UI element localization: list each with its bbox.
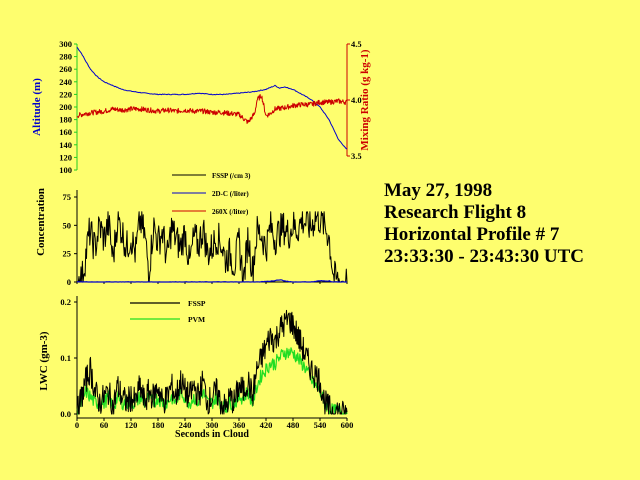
pvm-lwc-line [76, 347, 348, 415]
mixing-ratio-line [76, 94, 348, 124]
flight-info: May 27, 1998 Research Flight 8 Horizonta… [384, 180, 584, 268]
conc-axis-title: Concentration [35, 188, 47, 256]
lwc-x-tick-label: 120 [125, 420, 138, 430]
profile-label: Horizontal Profile # 7 [384, 224, 560, 245]
lwc-axis-title: LWC (gm-3) [38, 331, 50, 391]
time-range: 23:33:30 - 23:43:30 UTC [384, 246, 585, 267]
lwc-x-tick-label: 60 [100, 420, 109, 430]
lwc-legend-label: FSSP [188, 299, 206, 308]
mix-tick-label: 4.0 [351, 95, 362, 105]
altitude-line [76, 46, 348, 150]
lwc-legend-label: PVM [188, 315, 205, 324]
conc-tick-label: 75 [63, 192, 72, 202]
alt-tick-label: 280 [59, 52, 72, 62]
fssp-lwc-line [76, 309, 348, 415]
lwc-x-tick-label: 0 [75, 420, 79, 430]
alt-tick-label: 100 [59, 165, 72, 175]
conc-tick-label: 25 [63, 249, 72, 259]
flight-date: May 27, 1998 [384, 180, 493, 201]
lwc-tick-label: 0.2 [60, 297, 71, 307]
lwc-tick-label: 0.0 [60, 409, 71, 419]
alt-tick-label: 120 [59, 152, 72, 162]
lwc-x-tick-label: 300 [206, 420, 219, 430]
alt-tick-label: 240 [59, 77, 72, 87]
flight-name: Research Flight 8 [384, 202, 527, 223]
2dc-concentration-line [76, 279, 347, 283]
mix-axis-title: Mixing Ratio (g kg-1) [359, 49, 371, 150]
conc-tick-label: 50 [63, 220, 72, 230]
conc-legend-label: FSSP (/cm 3) [212, 172, 251, 180]
conc-legend-label: 260X (/liter) [212, 208, 249, 216]
alt-axis-title: Altitude (m) [31, 78, 43, 136]
fssp-concentration-line [77, 211, 348, 283]
conc-legend-label: 2D-C (/liter) [212, 190, 249, 198]
alt-tick-label: 200 [59, 102, 72, 112]
lwc-tick-label: 0.1 [60, 353, 71, 363]
alt-tick-label: 180 [59, 115, 72, 125]
lwc-x-tick-label: 480 [287, 420, 300, 430]
alt-tick-label: 220 [59, 89, 72, 99]
alt-tick-label: 160 [59, 127, 72, 137]
lwc-x-tick-label: 540 [314, 420, 327, 430]
lwc-x-axis-title: Seconds in Cloud [175, 429, 249, 440]
mix-tick-label: 3.5 [351, 151, 362, 161]
lwc-x-tick-label: 600 [341, 420, 354, 430]
lwc-x-tick-label: 360 [233, 420, 246, 430]
lwc-x-tick-label: 180 [152, 420, 165, 430]
alt-tick-label: 260 [59, 64, 72, 74]
alt-tick-label: 140 [59, 140, 72, 150]
lwc-x-tick-label: 240 [179, 420, 192, 430]
alt-tick-label: 300 [59, 39, 72, 49]
conc-tick-label: 0 [67, 277, 71, 287]
lwc-x-tick-label: 420 [260, 420, 273, 430]
mix-tick-label: 4.5 [351, 39, 362, 49]
